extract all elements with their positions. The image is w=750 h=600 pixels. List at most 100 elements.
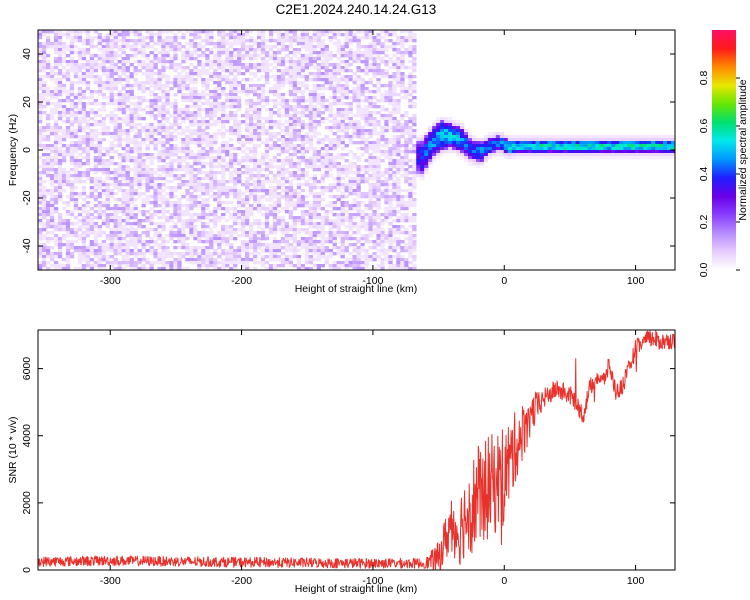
spectrogram-cell	[181, 33, 186, 37]
spectrogram-cell	[65, 228, 71, 232]
spectrogram-cell	[280, 69, 286, 73]
spectrogram-cell	[89, 186, 95, 190]
spectrogram-cell	[332, 123, 337, 127]
spectrogram-cell	[336, 267, 341, 270]
spectrogram-cell	[241, 249, 246, 253]
spectrogram-cell	[205, 123, 210, 127]
spectrogram-cell	[53, 240, 59, 244]
spectrogram-cell	[81, 42, 87, 46]
spectrogram-cell	[233, 189, 238, 193]
spectrogram-cell	[276, 168, 282, 172]
spectrogram-cell	[225, 120, 230, 124]
spectrogram-cell	[252, 108, 258, 112]
spectrogram-cell	[304, 243, 310, 247]
spectrogram-cell	[245, 87, 250, 91]
spectrogram-cell	[344, 174, 349, 178]
spectrogram-cell	[245, 93, 250, 97]
spectrogram-cell	[53, 162, 59, 166]
spectrogram-cell	[348, 105, 353, 109]
spectrogram-cell	[320, 153, 325, 157]
spectrogram-cell	[233, 255, 238, 259]
spectrogram-cell	[308, 243, 314, 247]
spectrogram-cell	[205, 111, 210, 115]
spectrogram-cell	[380, 96, 385, 100]
spectrogram-cell	[101, 231, 106, 235]
spectrogram-cell	[189, 225, 194, 229]
spectrogram-cell	[348, 189, 353, 193]
spectrogram-cell	[141, 219, 146, 223]
spectrogram-cell	[233, 213, 238, 217]
spectrogram-cell	[320, 165, 325, 169]
spectrogram-cell	[41, 237, 47, 241]
spectrogram-cell	[49, 207, 55, 211]
spectrogram-cell	[256, 183, 262, 187]
spectrogram-cell	[101, 240, 106, 244]
spectrogram-cell	[205, 201, 210, 205]
spectrogram-cell	[109, 228, 114, 232]
spectrogram-cell	[153, 213, 158, 217]
spectrogram-cell	[177, 204, 182, 208]
spectrogram-cell	[316, 252, 321, 256]
spectrogram-cell	[209, 30, 214, 34]
spectrogram-cell	[221, 90, 226, 94]
spectrogram-cell	[117, 132, 122, 136]
spectrogram-cell	[161, 261, 166, 265]
spectrogram-cell	[105, 201, 110, 205]
spectrogram-cell	[245, 168, 250, 172]
spectrogram-cell	[225, 69, 230, 73]
spectrogram-cell	[141, 243, 146, 247]
spectrogram-cell	[165, 216, 170, 220]
spectrogram-cell	[380, 108, 385, 112]
spectrogram-cell	[221, 159, 226, 163]
spectrogram-cell	[268, 195, 274, 199]
spectrogram-cell	[348, 261, 353, 265]
spectrogram-cell	[121, 201, 126, 205]
spectrogram-cell	[73, 93, 79, 97]
spectrogram-cell	[241, 135, 246, 139]
spectrogram-cell	[133, 234, 138, 238]
spectrogram-cell	[173, 57, 178, 61]
spectrogram-cell	[193, 105, 198, 109]
spectrogram-cell	[117, 81, 122, 85]
spectrogram-cell	[264, 180, 270, 184]
spectrogram-cell	[73, 240, 79, 244]
spectrogram-cell	[225, 93, 230, 97]
spectrogram-cell	[101, 267, 106, 270]
spectrogram-cell	[133, 189, 138, 193]
spectrogram-cell	[38, 42, 43, 46]
spectrogram-cell	[169, 192, 174, 196]
spectrogram-cell	[149, 264, 154, 268]
spectrogram-cell	[185, 162, 190, 166]
spectrogram-cell	[125, 261, 130, 265]
spectrogram-cell	[137, 141, 142, 145]
spectrogram-cell	[129, 198, 134, 202]
spectrogram-cell	[41, 30, 47, 34]
spectrogram-cell	[41, 48, 47, 52]
spectrogram-cell	[276, 42, 282, 46]
spectrogram-cell	[133, 192, 138, 196]
spectrogram-cell	[93, 132, 99, 136]
spectrogram-cell	[81, 63, 87, 67]
spectrogram-cell	[364, 90, 369, 94]
spectrogram-cell	[260, 129, 266, 133]
spectrogram-cell	[77, 135, 83, 139]
spectrogram-cell	[332, 240, 337, 244]
spectrogram-cell	[336, 261, 341, 265]
spectrogram-cell	[360, 249, 365, 253]
spectrogram-cell	[205, 258, 210, 262]
spectrogram-cell	[38, 84, 43, 88]
spectrogram-cell	[161, 135, 166, 139]
spectrogram-cell	[296, 165, 302, 169]
spectrogram-cell	[133, 198, 138, 202]
spectrogram-cell	[61, 207, 67, 211]
spectrogram-cell	[53, 168, 59, 172]
spectrogram-cell	[372, 123, 377, 127]
spectrogram-cell	[149, 135, 154, 139]
spectrogram-cell	[380, 60, 385, 64]
spectrogram-cell	[217, 201, 222, 205]
spectrogram-cell	[117, 246, 122, 250]
spectrogram-cell	[328, 219, 333, 223]
spectrogram-cell	[205, 171, 210, 175]
spectrogram-cell	[229, 99, 234, 103]
